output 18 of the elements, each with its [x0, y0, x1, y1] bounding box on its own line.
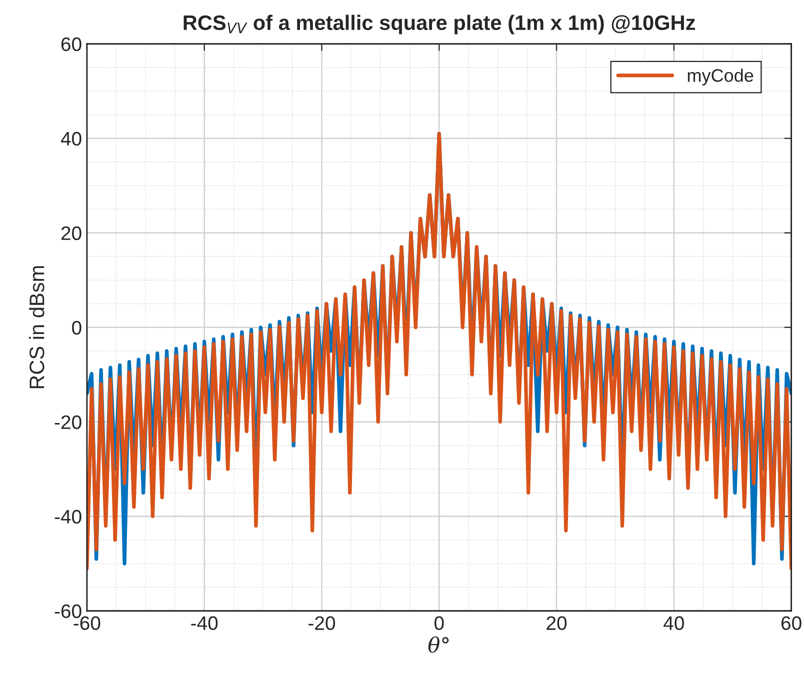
x-tick-label: 40: [664, 616, 684, 630]
x-tick-label: -60: [74, 616, 100, 630]
y-tick-label: 40: [60, 132, 82, 146]
x-tick-label: 20: [546, 616, 567, 630]
y-axis-title: RCS in dBsm: [29, 266, 44, 388]
y-tick-label: -40: [54, 510, 82, 524]
x-tick-label: -20: [308, 616, 336, 630]
x-tick-label: -40: [191, 616, 218, 630]
x-tick-label: 60: [781, 616, 802, 630]
y-tick-label: 20: [61, 226, 82, 240]
y-tick-label: 60: [61, 37, 82, 52]
y-tick-label: -60: [54, 604, 82, 618]
x-axis-title: θ°: [428, 636, 449, 653]
legend-label: myCode: [688, 68, 754, 86]
chart-title: RCS$_{VV}$ of a metallic square plate (1m x 1m) @10GHz: [184, 14, 696, 34]
x-tick-label: 0: [434, 616, 444, 630]
y-tick-label: 0: [72, 320, 82, 335]
y-tick-label: -20: [54, 415, 82, 430]
